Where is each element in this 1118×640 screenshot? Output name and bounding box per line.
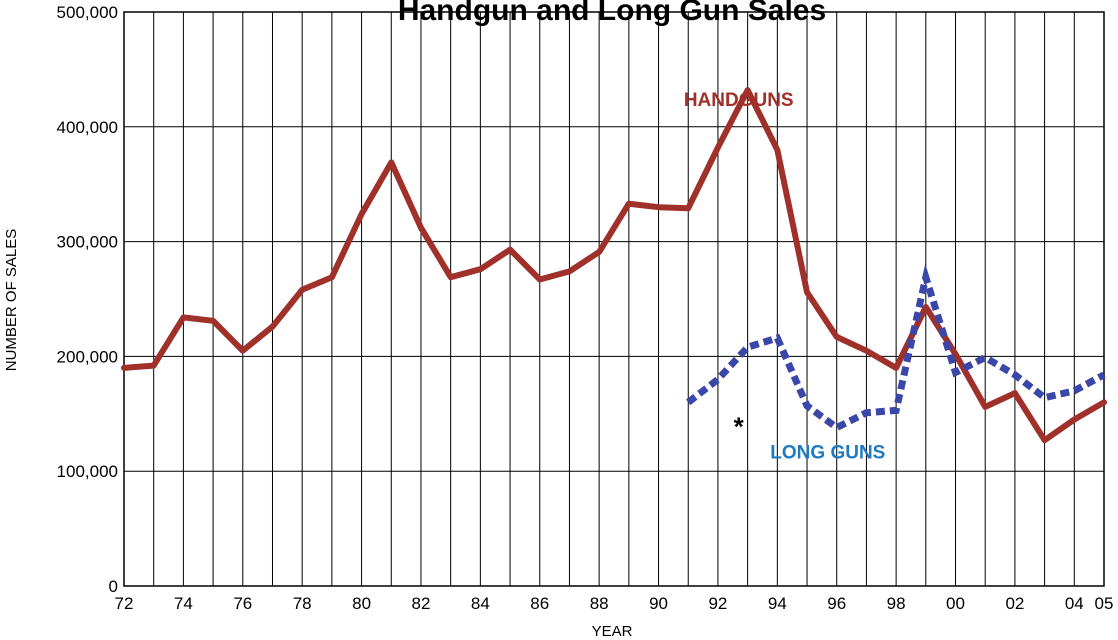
x-tick-label: 76	[233, 594, 252, 613]
axes	[123, 11, 1105, 587]
x-tick-label: 82	[412, 594, 431, 613]
y-axis-tick-labels: 0 100,000 200,000 300,000 400,000 500,000	[57, 3, 118, 596]
gridlines	[123, 11, 1105, 587]
x-tick-label: 80	[352, 594, 371, 613]
x-tick-label: 98	[887, 594, 906, 613]
x-tick-label: 00	[946, 594, 965, 613]
x-tick-label: 88	[590, 594, 609, 613]
x-tick-label: 72	[115, 594, 134, 613]
y-tick-label: 100,000	[57, 462, 118, 481]
x-tick-label: 74	[174, 594, 193, 613]
y-tick-label: 200,000	[57, 347, 118, 366]
x-tick-label: 84	[471, 594, 490, 613]
x-tick-label: 05	[1095, 594, 1114, 613]
series-lines	[121, 87, 1107, 444]
series-label-long-guns: LONG GUNS	[770, 443, 885, 464]
y-tick-label: 500,000	[57, 3, 118, 22]
y-axis-title: NUMBER OF SALES	[3, 229, 20, 372]
long-guns-line	[686, 263, 1106, 432]
chart-title: Handgun and Long Gun Sales	[398, 0, 826, 27]
x-tick-label: 02	[1005, 594, 1024, 613]
x-tick-label: 78	[293, 594, 312, 613]
asterisk-annotation: *	[734, 411, 745, 441]
x-tick-label: 92	[708, 594, 727, 613]
plot-frame	[123, 11, 1105, 587]
y-tick-label: 300,000	[57, 233, 118, 252]
x-axis-tick-labels: 72 74 76 78 80 82 84 86 88 90 92 94 96 98 00 02 04 05	[115, 594, 1114, 613]
y-tick-label: 400,000	[57, 118, 118, 137]
x-axis-title: YEAR	[592, 623, 633, 640]
series-label-handguns: HANDGUNS	[684, 90, 794, 111]
x-tick-label: 86	[530, 594, 549, 613]
x-tick-label: 04	[1065, 594, 1084, 613]
y-tick-label: 0	[109, 577, 118, 596]
x-tick-label: 96	[827, 594, 846, 613]
annotations: HANDGUNS LONG GUNS *	[684, 90, 886, 463]
x-tick-label: 90	[649, 594, 668, 613]
x-tick-label: 94	[768, 594, 787, 613]
